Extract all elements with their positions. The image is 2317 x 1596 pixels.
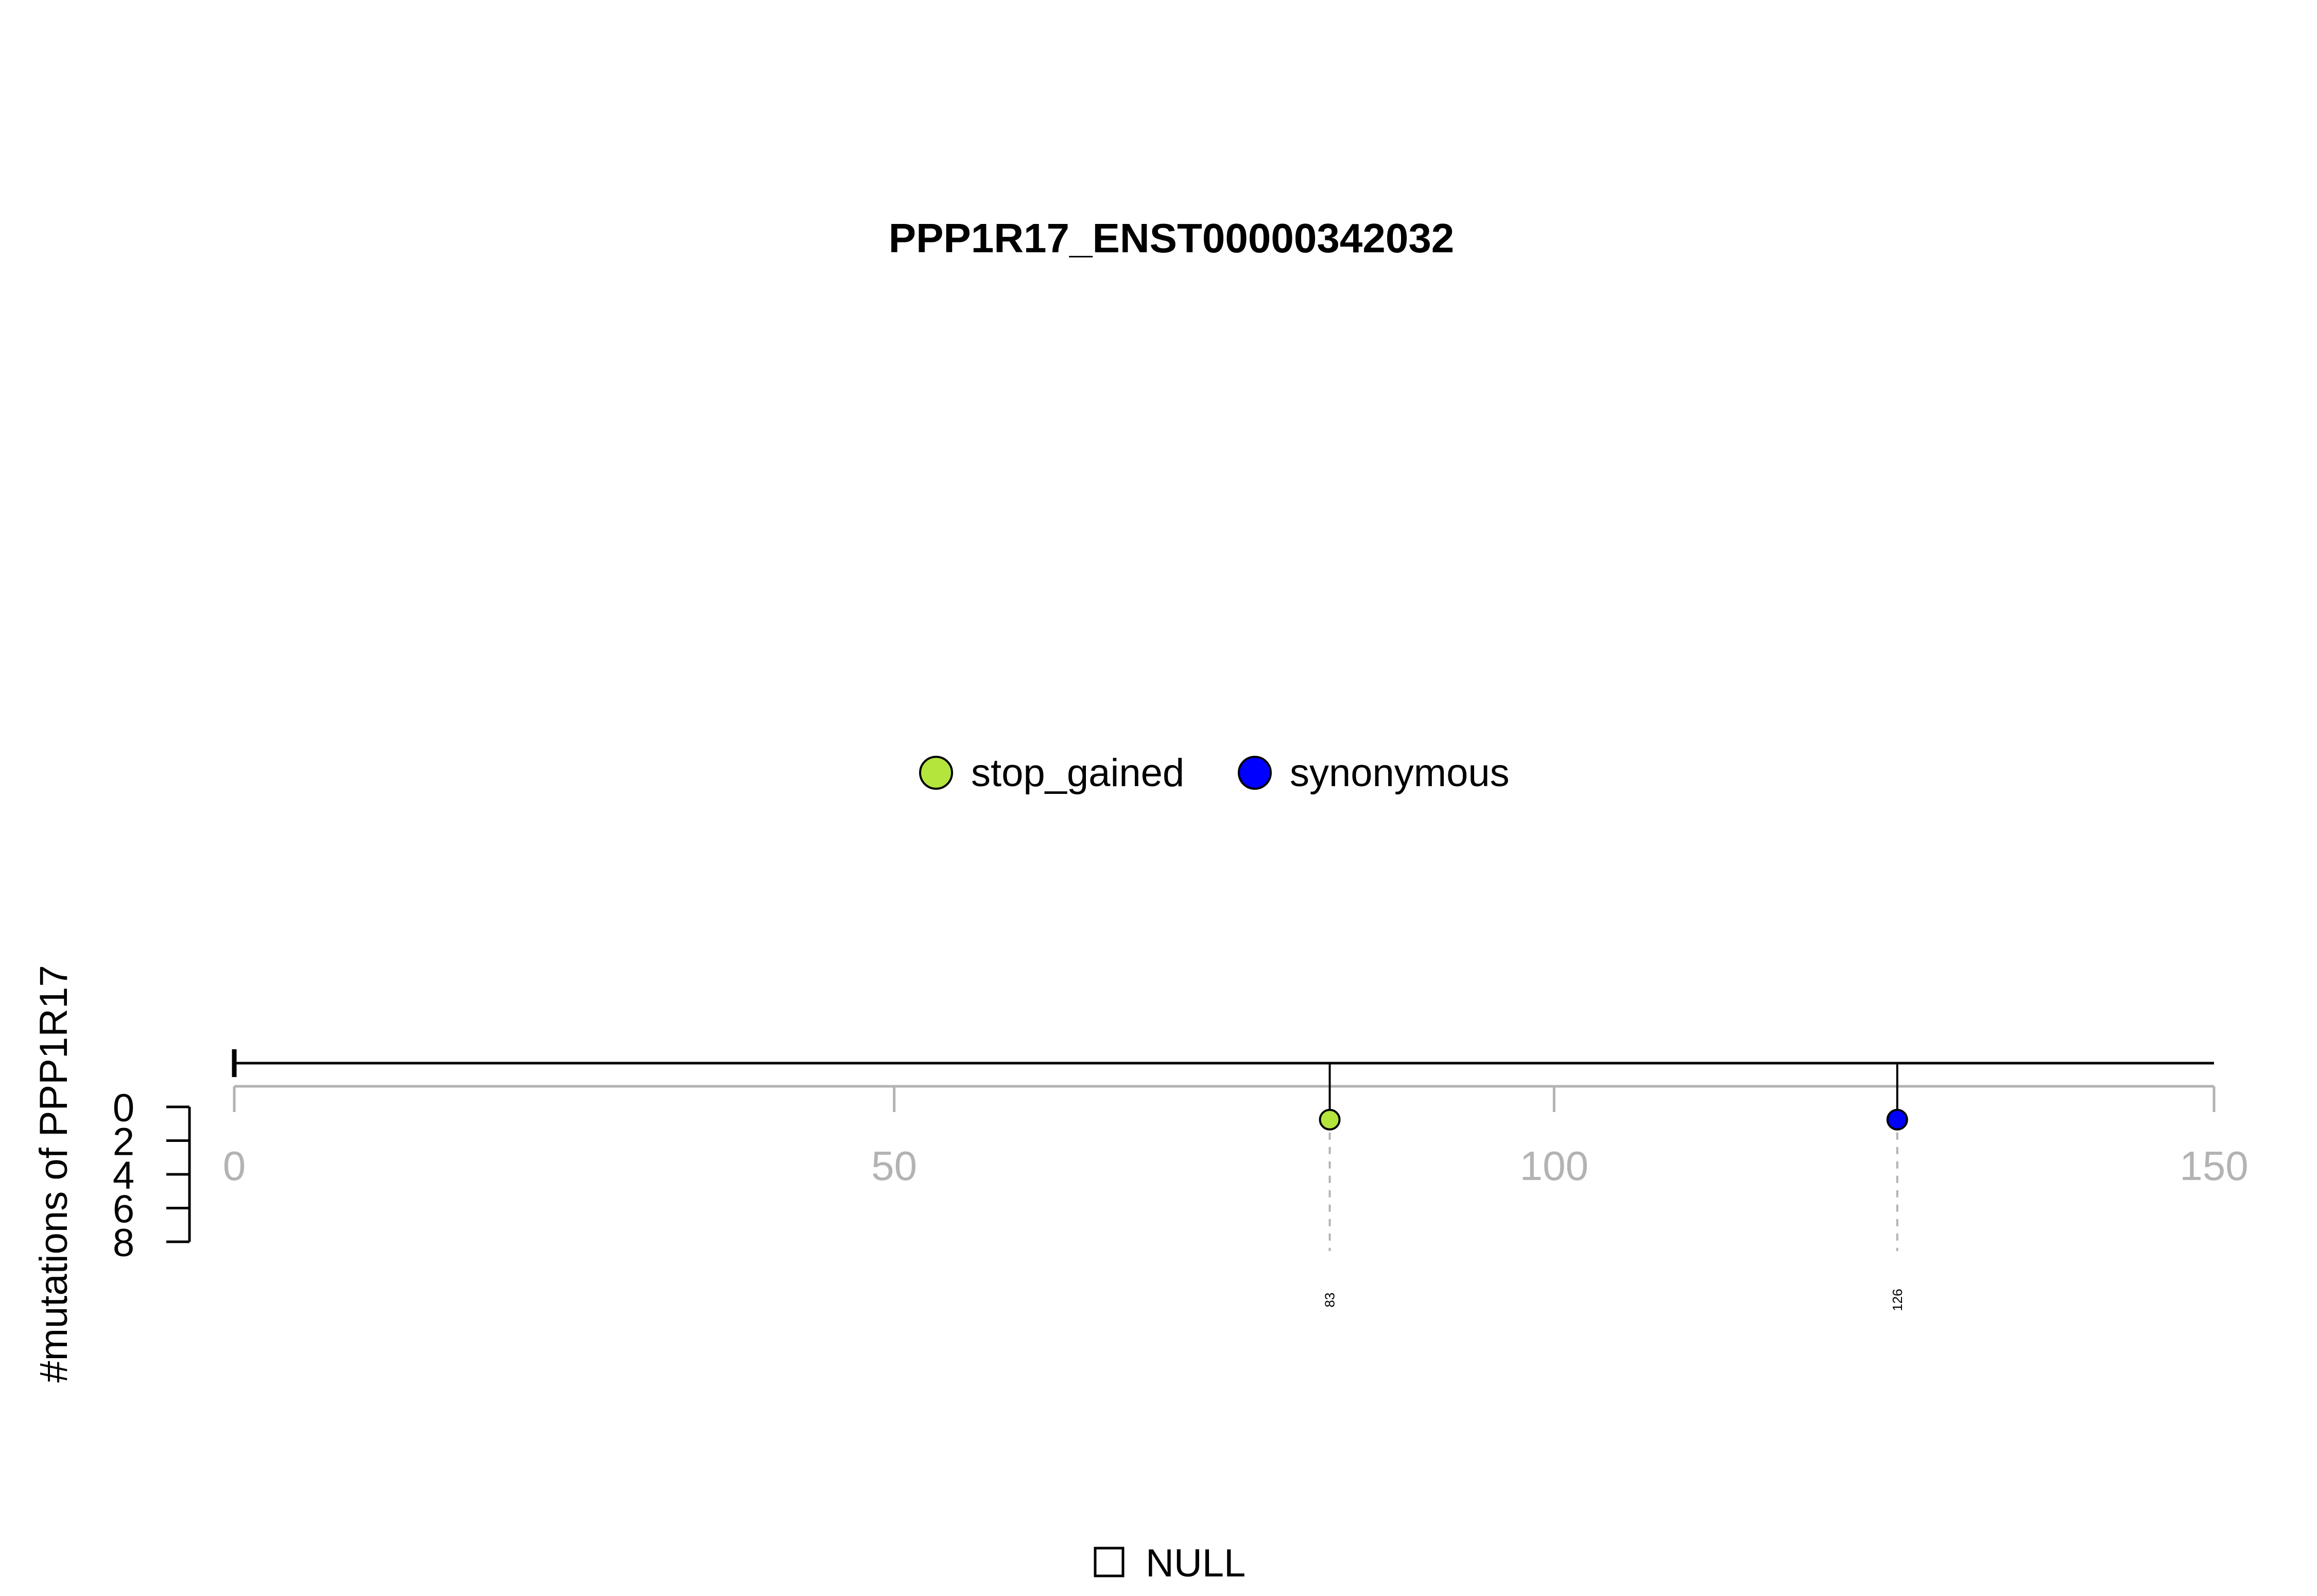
chart-title: PPP1R17_ENST00000342032 [889, 215, 1455, 261]
domain-legend-swatch [1094, 1547, 1125, 1577]
y-tick-label-8: 8 [113, 1221, 134, 1265]
y-axis-label: #mutations of PPP1R17 [32, 965, 76, 1382]
legend-marker-stop_gained [919, 756, 953, 790]
lollipop-head-83 [1319, 1108, 1341, 1131]
position-label-83: 83 [1322, 1293, 1338, 1308]
y-tick-label-6: 6 [113, 1188, 134, 1231]
domain-legend-label: NULL [1146, 1541, 1246, 1585]
legend: stop_gained synonymous [919, 751, 1510, 795]
lollipop-head-126 [1886, 1108, 1908, 1131]
x-tick-label-100: 100 [1520, 1143, 1588, 1189]
x-axis: 0 50 100 150 [223, 1085, 2249, 1189]
domain-legend: NULL [1094, 1541, 1246, 1585]
legend-marker-synonymous [1238, 756, 1272, 790]
legend-label-synonymous: synonymous [1290, 751, 1510, 795]
legend-label-stop_gained: stop_gained [971, 751, 1184, 795]
y-tick-label-0: 0 [113, 1086, 134, 1130]
x-tick-label-0: 0 [223, 1143, 246, 1189]
y-tick-label-4: 4 [113, 1154, 134, 1198]
x-tick-label-50: 50 [871, 1143, 917, 1189]
y-tick-label-2: 2 [113, 1120, 134, 1164]
position-label-126: 126 [1890, 1289, 1905, 1311]
x-tick-label-150: 150 [2180, 1143, 2248, 1189]
lollipops: 83 126 [1319, 1063, 1908, 1311]
